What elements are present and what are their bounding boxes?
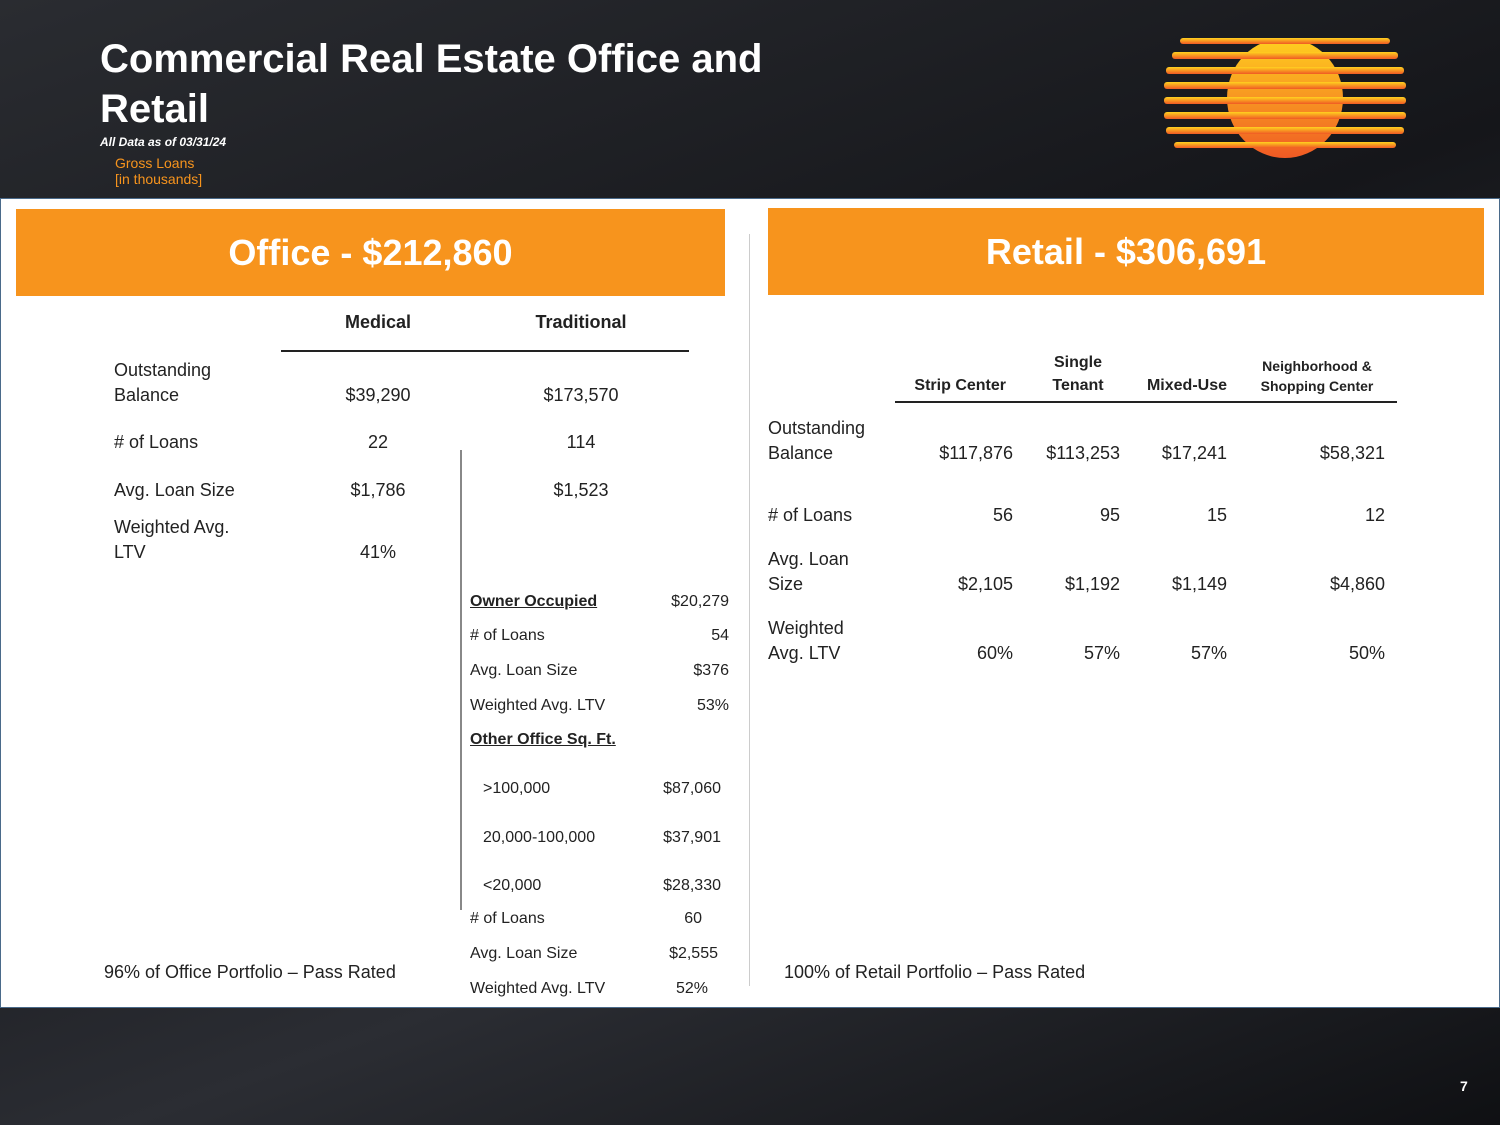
cell: $39,290 <box>345 385 411 405</box>
cell: 57% <box>1083 643 1120 663</box>
row-label: # of Loans <box>470 627 545 644</box>
content-panel <box>0 198 1500 1008</box>
footnote: 96% of Office Portfolio – Pass Rated <box>104 962 396 982</box>
column-header: Neighborhood & Shopping Center <box>1260 358 1374 394</box>
note: [in thousands] <box>115 171 203 187</box>
divider <box>749 234 750 986</box>
rule <box>895 401 1397 403</box>
cell: 15 <box>1206 505 1227 525</box>
cell: $28,330 <box>663 877 721 894</box>
row-label: Outstanding Balance <box>114 360 212 405</box>
column-header: Strip Center <box>914 377 1006 394</box>
cell: $20,279 <box>671 593 729 610</box>
cell: $1,192 <box>1064 574 1120 594</box>
row-label: Avg. Loan Size <box>768 549 849 594</box>
row-label: Weighted Avg. LTV <box>470 697 606 714</box>
cell: 60 <box>684 910 702 927</box>
cell: 53% <box>696 697 729 714</box>
subheading: Other Office Sq. Ft. <box>470 731 616 748</box>
cell: $117,876 <box>939 443 1013 463</box>
cell: 41% <box>359 542 397 562</box>
page-number: 7 <box>1460 1078 1468 1094</box>
cell: 60% <box>976 643 1013 663</box>
column-header: Single Tenant <box>1052 354 1104 394</box>
cell: $4,860 <box>1329 574 1385 594</box>
row-label: # of Loans <box>768 505 853 525</box>
cell: $2,105 <box>957 574 1013 594</box>
cell: $37,901 <box>663 828 721 846</box>
cell: $58,321 <box>1319 443 1385 463</box>
retail-banner: Retail - $306,691 <box>768 208 1484 295</box>
cell: $2,555 <box>669 945 718 962</box>
cell: 114 <box>566 432 596 452</box>
column-header: Medical <box>344 312 412 332</box>
cell: 52% <box>675 980 708 997</box>
column-header: Traditional <box>535 312 627 332</box>
bracket <box>460 450 462 910</box>
column-header: Mixed-Use <box>1146 377 1227 394</box>
cell: 12 <box>1364 505 1385 525</box>
row-label: <20,000 <box>483 877 542 894</box>
subheading: Owner Occupied <box>470 593 598 610</box>
cell: 22 <box>367 432 389 452</box>
row-label: Weighted Avg. LTV <box>114 517 230 562</box>
cell: $1,786 <box>350 480 406 500</box>
cell: 54 <box>711 627 729 644</box>
cell: 57% <box>1190 643 1227 663</box>
cell: $87,060 <box>663 780 721 797</box>
rule <box>281 350 689 352</box>
row-label: # of Loans <box>470 910 545 927</box>
office-banner: Office - $212,860 <box>16 209 725 296</box>
row-label: Weighted Avg. LTV <box>768 618 844 663</box>
cell: $1,149 <box>1171 574 1227 594</box>
cell: $113,253 <box>1046 443 1120 463</box>
logo <box>1164 38 1406 158</box>
row-label: Avg. Loan Size <box>470 662 578 679</box>
footnote: 100% of Retail Portfolio – Pass Rated <box>784 962 1086 982</box>
row-label: Outstanding Balance <box>768 418 866 463</box>
row-label: Avg. Loan Size <box>114 480 235 500</box>
cell: 50% <box>1348 643 1385 663</box>
cell: $173,570 <box>543 385 619 405</box>
cell: 56 <box>992 505 1013 525</box>
row-label: >100,000 <box>483 780 551 797</box>
cell: $17,241 <box>1161 443 1227 463</box>
note: Gross Loans <box>115 155 195 171</box>
row-label: Avg. Loan Size <box>470 945 578 962</box>
row-label: Weighted Avg. LTV <box>470 980 606 997</box>
title: Commercial Real Estate Office and Retail <box>100 37 763 131</box>
row-label: # of Loans <box>114 432 199 452</box>
cell: $376 <box>693 662 729 679</box>
cell: 95 <box>1099 505 1120 525</box>
row-label: 20,000-100,000 <box>483 828 596 846</box>
subtitle: All Data as of 03/31/24 <box>100 135 227 149</box>
cell: $1,523 <box>553 480 609 500</box>
